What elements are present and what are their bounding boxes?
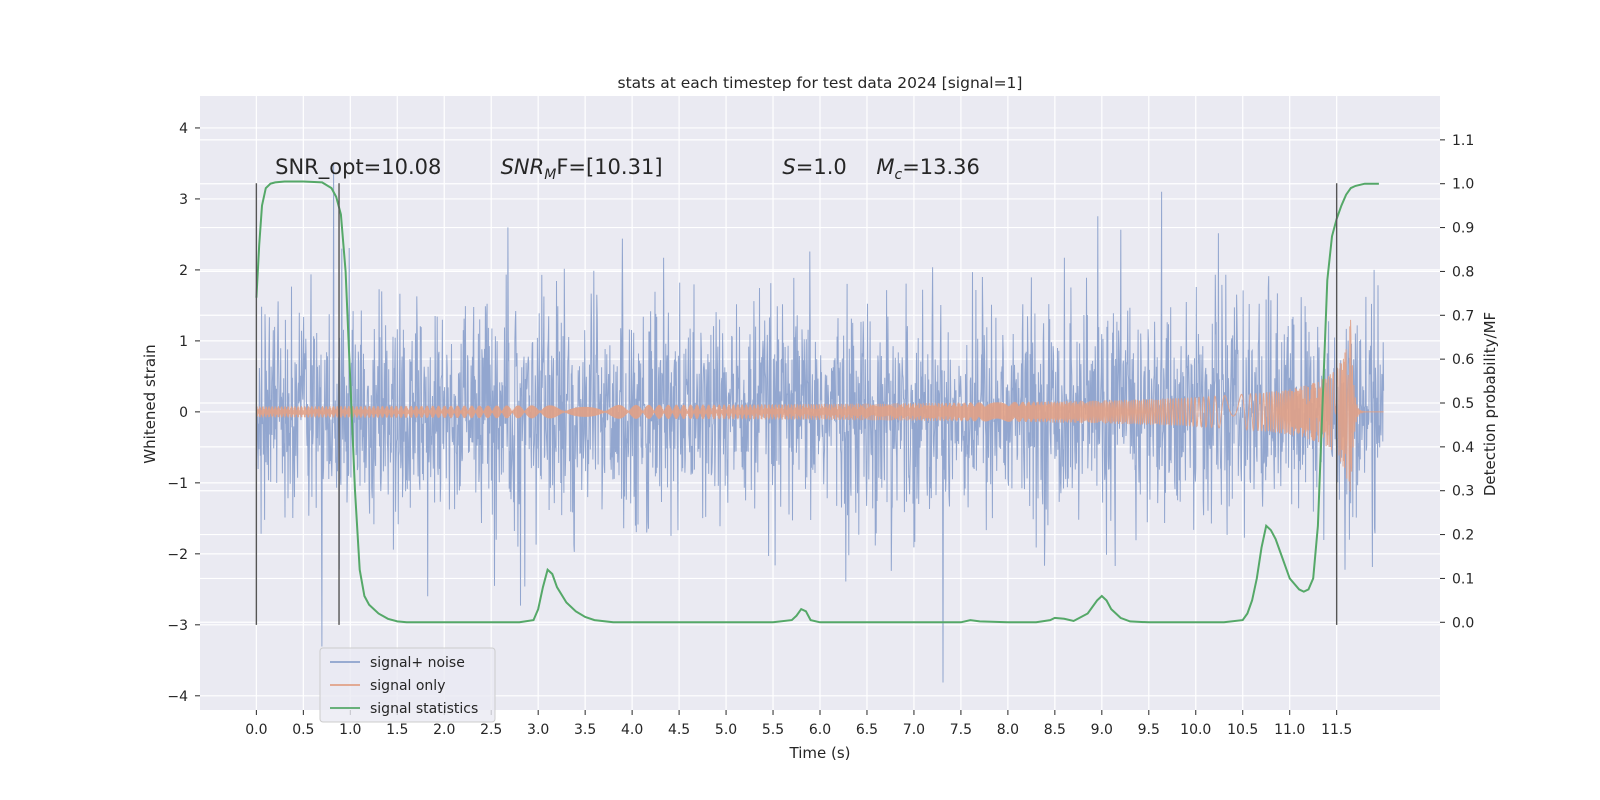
y-tick-label: 1 [179,334,188,350]
y2-tick-label: 0.4 [1452,440,1474,456]
y-tick-label: −3 [167,618,188,634]
x-tick-label: 7.0 [903,722,925,738]
noise-series [255,163,1385,683]
y-tick-label: 0 [179,405,188,421]
statistics-line [255,180,1379,624]
annotation-text: SNRMF=[10.31] [501,155,663,183]
y2-tick-label: 0.5 [1452,396,1474,412]
y2-tick-label: 0.9 [1452,221,1474,237]
statistics-series [255,180,1379,624]
x-tick-label: 5.5 [762,722,784,738]
x-tick-label: 5.0 [715,722,737,738]
y2-tick-label: 1.1 [1452,133,1474,149]
x-tick-label: 9.5 [1138,722,1160,738]
x-tick-label: 3.0 [527,722,549,738]
legend-box [319,647,496,723]
x-tick-label: 11.0 [1274,722,1305,738]
y-axis-label: Whitened strain [141,344,159,463]
x-tick-label: 2.5 [480,722,502,738]
y2-tick-label: 0.7 [1452,308,1474,324]
legend-label-signal: signal only [370,678,445,694]
y2-tick-label: 0.8 [1452,264,1474,280]
y-tick-label: −2 [167,547,188,563]
y-tick-label: −4 [167,689,188,705]
x-tick-label: 1.5 [386,722,408,738]
y-tick-label: −1 [167,476,188,492]
x-tick-label: 1.0 [339,722,361,738]
y-tick-label: 3 [179,192,188,208]
x-tick-label: 8.0 [997,722,1019,738]
x-tick-label: 7.5 [950,722,972,738]
x-tick-label: 10.0 [1180,722,1211,738]
signal-line [255,319,1384,492]
signal-series [255,319,1384,492]
x-tick-label: 0.0 [245,722,267,738]
x-axis-label: Time (s) [789,744,851,762]
x-tick-label: 6.5 [856,722,878,738]
x-tick-label: 3.5 [574,722,596,738]
y-tick-label: 2 [179,263,188,279]
x-tick-label: 4.5 [668,722,690,738]
x-tick-label: 4.0 [621,722,643,738]
y2-tick-label: 0.2 [1452,528,1474,544]
y-tick-label: 4 [179,121,188,137]
y2-tick-label: 0.3 [1452,484,1474,500]
y2-tick-label: 0.6 [1452,352,1474,368]
x-tick-label: 6.0 [809,722,831,738]
x-tick-label: 10.5 [1227,722,1258,738]
legend: signal+ noise signal only signal statist… [319,647,496,723]
y2-tick-label: 1.0 [1452,177,1474,193]
annotation-text: Mc=13.36 [876,155,980,183]
y2-tick-label: 0.0 [1452,615,1474,631]
x-tick-label: 0.5 [292,722,314,738]
annotation-text: SNR_opt=10.08 [275,155,441,180]
legend-label-stat: signal statistics [370,701,478,717]
x-tick-label: 11.5 [1321,722,1352,738]
y2-tick-label: 0.1 [1452,571,1474,587]
annotation-text: S=1.0 [782,155,846,179]
vertical-markers [255,183,1338,625]
x-tick-label: 8.5 [1044,722,1066,738]
chart-title: stats at each timestep for test data 202… [618,74,1023,92]
x-tick-label: 2.0 [433,722,455,738]
noise-line [255,163,1385,683]
legend-label-noise: signal+ noise [370,655,465,671]
tick-labels: 0.0 0.5 1.0 1.5 2.0 2.5 3.0 3.5 4.0 4.5 5.0 5.5 6.0 6… [167,121,1474,738]
y2-axis-label: Detection probability/MF [1481,312,1499,496]
annotations: SNR_opt=10.08 SNRMF=[10.31] S=1.0 Mc=13.36 [275,155,980,183]
x-tick-label: 9.0 [1091,722,1113,738]
